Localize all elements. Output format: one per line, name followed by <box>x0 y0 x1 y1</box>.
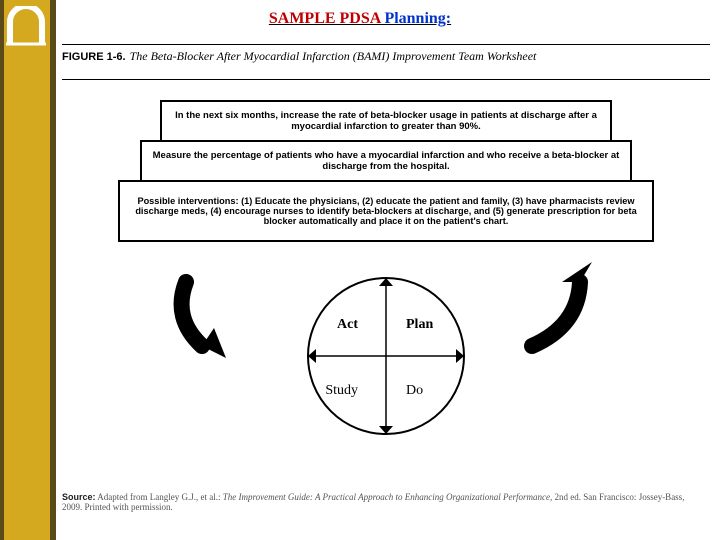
cycle-label-study: Study <box>325 383 358 398</box>
figure-caption-line: FIGURE 1-6. The Beta-Blocker After Myoca… <box>62 47 710 65</box>
source-pre: Adapted from Langley G.J., et al.: <box>96 492 223 502</box>
cycle-label-plan: Plan <box>406 317 433 332</box>
title-text-red: SAMPLE PDSA <box>269 10 381 27</box>
rule-bottom <box>62 79 710 80</box>
figure-label: FIGURE 1-6. <box>62 51 126 63</box>
source-label: Source: <box>62 492 96 502</box>
source-title-italic: The Improvement Guide: A Practical Appro… <box>223 492 552 502</box>
figure-content: FIGURE 1-6. The Beta-Blocker After Myoca… <box>62 42 710 446</box>
source-citation: Source: Adapted from Langley G.J., et al… <box>62 492 700 512</box>
cycle-label-act: Act <box>337 317 358 332</box>
trapezoid-row-interventions: Possible interventions: (1) Educate the … <box>118 180 654 242</box>
sidebar-stripe-inner <box>4 0 50 540</box>
page-title: SAMPLE PDSA Planning: <box>0 10 720 28</box>
pdsa-circle-icon: Act Plan Do Study <box>286 266 486 446</box>
cycle-label-do: Do <box>406 383 423 398</box>
worksheet-trapezoid: In the next six months, increase the rat… <box>106 100 666 248</box>
arrow-up-right-icon <box>516 260 606 365</box>
trapezoid-row-aim: In the next six months, increase the rat… <box>160 100 612 142</box>
figure-caption: The Beta-Blocker After Myocardial Infarc… <box>130 49 537 63</box>
rule-top <box>62 44 710 45</box>
title-text-blue: Planning: <box>380 10 451 27</box>
pdsa-cycle-wrap: Act Plan Do Study <box>166 266 606 446</box>
trapezoid-row-interventions-text: Possible interventions: (1) Educate the … <box>128 196 644 226</box>
trapezoid-row-measure-text: Measure the percentage of patients who h… <box>150 150 622 172</box>
trapezoid-row-measure: Measure the percentage of patients who h… <box>140 140 632 182</box>
trapezoid-row-aim-text: In the next six months, increase the rat… <box>170 110 602 132</box>
arrow-down-left-icon <box>166 274 246 369</box>
